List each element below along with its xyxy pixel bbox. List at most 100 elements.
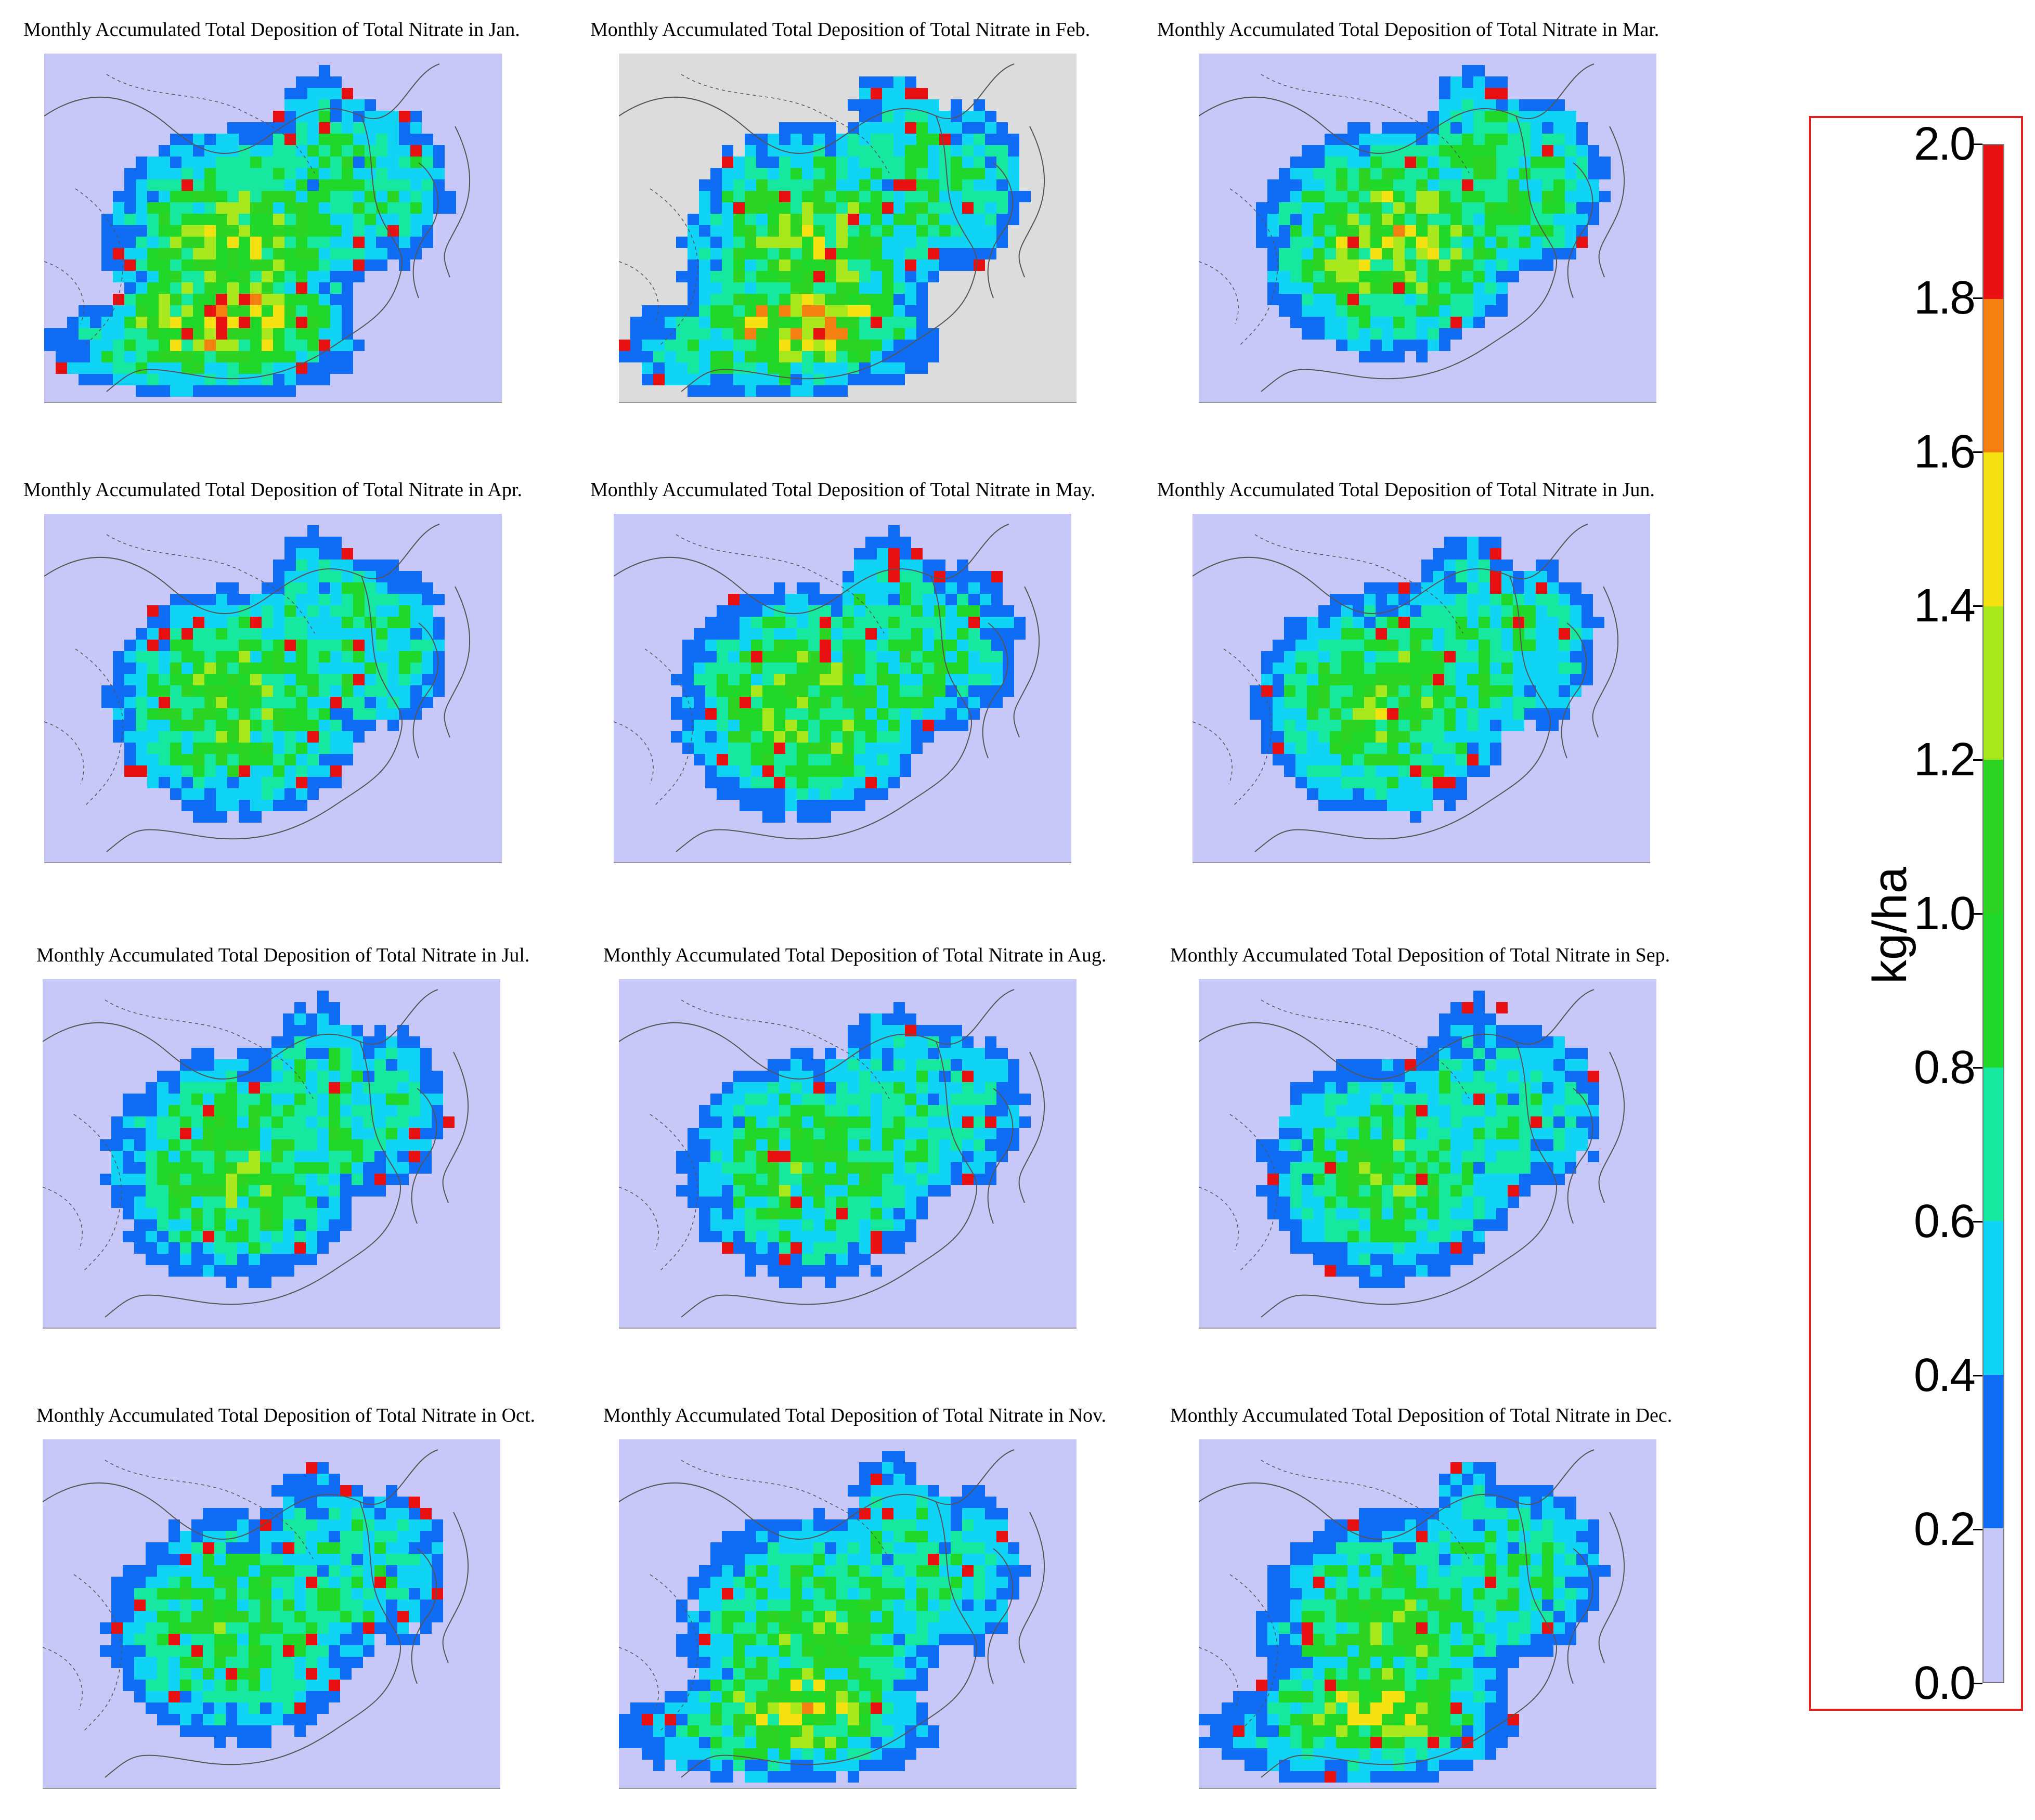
grid-cell: [1410, 811, 1421, 823]
grid-cell: [294, 1059, 306, 1071]
grid-cell: [1295, 662, 1307, 674]
grid-cell: [893, 145, 905, 157]
grid-cell: [802, 385, 813, 397]
grid-cell: [203, 1219, 214, 1231]
grid-cell: [1014, 628, 1026, 640]
grid-cell: [329, 1071, 340, 1082]
grid-cell: [284, 582, 296, 594]
grid-cell: [1376, 800, 1387, 811]
panel-title: Monthly Accumulated Total Deposition of …: [1170, 944, 1670, 966]
grid-cell: [170, 640, 182, 651]
grid-cell: [306, 1542, 317, 1554]
grid-cell: [250, 225, 262, 237]
grid-cell: [386, 1105, 397, 1116]
grid-cell: [1542, 214, 1553, 225]
grid-cell: [365, 134, 376, 145]
grid-cell: [226, 1277, 237, 1288]
grid-cell: [124, 374, 136, 385]
grid-cell: [1490, 571, 1501, 582]
grid-cell: [294, 1208, 306, 1219]
grid-cell: [1336, 248, 1347, 259]
grid-cell: [1428, 1174, 1439, 1185]
grid-cell: [951, 157, 962, 168]
grid-cell: [284, 179, 296, 191]
grid-cell: [1313, 202, 1325, 214]
grid-cell: [1302, 1116, 1313, 1128]
grid-cell: [1450, 191, 1462, 202]
grid-cell: [722, 145, 733, 157]
grid-cell: [1467, 571, 1479, 582]
grid-cell: [1393, 1139, 1405, 1151]
grid-cell: [159, 248, 170, 259]
grid-cell: [1582, 628, 1593, 640]
grid-cell: [1428, 1082, 1439, 1094]
grid-cell: [882, 88, 893, 99]
grid-cell: [296, 191, 307, 202]
grid-cell: [1290, 191, 1302, 202]
grid-cell: [319, 537, 330, 548]
grid-cell: [790, 157, 802, 168]
grid-cell: [1485, 134, 1496, 145]
grid-cell: [1261, 743, 1273, 754]
grid-cell: [797, 674, 808, 685]
grid-cell: [249, 1071, 260, 1082]
grid-cell: [762, 628, 774, 640]
grid-cell: [432, 1519, 443, 1531]
grid-cell: [768, 1151, 779, 1162]
grid-cell: [717, 685, 728, 697]
grid-cell: [1261, 651, 1273, 662]
grid-cell: [136, 628, 147, 640]
grid-cell: [790, 134, 802, 145]
grid-cell: [147, 237, 159, 248]
grid-cell: [728, 743, 740, 754]
grid-cell: [1421, 743, 1433, 754]
grid-cell: [882, 362, 893, 374]
grid-cell: [762, 811, 774, 823]
grid-cell: [168, 1185, 180, 1197]
grid-cell: [90, 374, 101, 385]
grid-cell: [1347, 1128, 1359, 1139]
grid-cell: [374, 1105, 386, 1116]
grid-cell: [1325, 1208, 1336, 1219]
grid-cell: [180, 1071, 191, 1082]
grid-cell: [283, 1185, 294, 1197]
grid-cell: [905, 1082, 916, 1094]
grid-cell: [1462, 1185, 1473, 1197]
grid-cell: [124, 340, 136, 351]
grid-cell: [1450, 1219, 1462, 1231]
grid-cell: [363, 1508, 374, 1519]
grid-cell: [170, 202, 182, 214]
grid-cell: [893, 1059, 905, 1071]
grid-cell: [306, 1508, 317, 1519]
grid-cell: [1456, 628, 1467, 640]
grid-cell: [249, 1542, 260, 1554]
grid-cell: [1433, 594, 1444, 605]
grid-cell: [745, 282, 756, 294]
grid-cell: [157, 1105, 168, 1116]
grid-cell: [619, 340, 630, 351]
grid-cell: [1428, 214, 1439, 225]
grid-cell: [762, 731, 774, 743]
grid-cell: [146, 1254, 157, 1265]
grid-cell: [239, 282, 250, 294]
grid-cell: [1410, 743, 1421, 754]
grid-cell: [262, 157, 273, 168]
grid-cell: [785, 640, 797, 651]
grid-cell: [1364, 640, 1376, 651]
grid-cell: [779, 1139, 790, 1151]
grid-cell: [193, 305, 204, 317]
grid-cell: [296, 685, 307, 697]
grid-cell: [848, 317, 859, 328]
grid-cell: [1508, 191, 1519, 202]
grid-cell: [101, 351, 113, 362]
grid-cell: [363, 1162, 374, 1174]
grid-cell: [317, 1002, 329, 1013]
grid-cell: [363, 1036, 374, 1048]
grid-cell: [1565, 1059, 1576, 1071]
grid-cell: [170, 237, 182, 248]
grid-cell: [1450, 225, 1462, 237]
grid-cell: [273, 594, 284, 605]
grid-cell: [854, 571, 865, 582]
grid-cell: [1536, 571, 1547, 582]
grid-cell: [387, 685, 399, 697]
